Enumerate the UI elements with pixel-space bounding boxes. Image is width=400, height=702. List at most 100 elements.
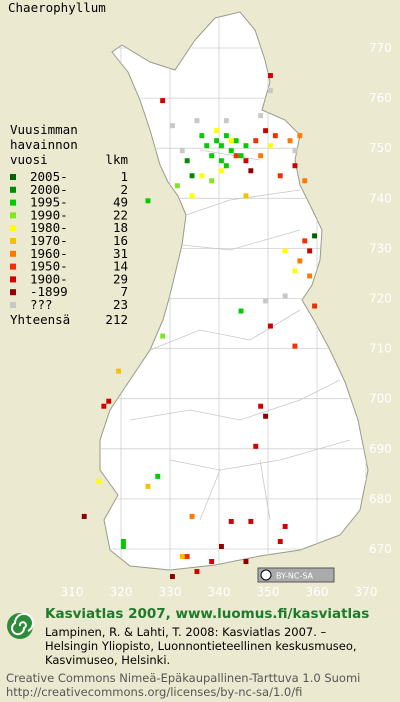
observation-square	[297, 258, 303, 264]
observation-square	[312, 303, 317, 309]
legend-swatch	[10, 238, 16, 244]
observation-square	[228, 148, 234, 154]
legend-label: -1899	[30, 284, 68, 299]
y-tick-label: 710	[369, 342, 392, 356]
logo-spiral	[11, 612, 34, 636]
legend-count: 23	[113, 297, 128, 312]
observation-square	[258, 403, 264, 409]
observation-square	[170, 574, 175, 580]
observation-square	[189, 193, 195, 199]
legend-swatch	[10, 174, 16, 180]
legend-swatch	[10, 276, 16, 283]
observation-square	[214, 128, 219, 134]
observation-square	[282, 523, 288, 529]
legend-swatch	[10, 186, 16, 193]
legend-label: 1995-	[30, 195, 68, 210]
province-borders	[129, 149, 351, 521]
observation-square	[204, 143, 210, 149]
legend-swatch	[10, 289, 16, 296]
observation-square	[253, 443, 259, 449]
legend-swatch	[10, 263, 16, 270]
observation-square	[302, 238, 308, 244]
observation-square	[145, 198, 151, 204]
legend-label: 1970-	[30, 233, 68, 248]
observation-square	[248, 168, 254, 174]
logo	[7, 612, 34, 639]
observation-square	[179, 148, 185, 154]
legend-label: 1960-	[30, 246, 68, 261]
observation-square	[189, 173, 195, 179]
observation-square	[287, 138, 293, 144]
observation-square	[238, 153, 244, 159]
x-tick-label: 320	[110, 585, 133, 599]
legend-count: 22	[113, 207, 128, 222]
observation-square	[219, 168, 224, 174]
legend-title: Vuusimman	[10, 122, 78, 137]
legend-swatch	[10, 302, 16, 308]
badge-box	[257, 567, 335, 583]
observation-square	[272, 133, 278, 139]
legend-count: 29	[113, 271, 128, 286]
legend-label: 2000-	[30, 182, 68, 197]
y-tick-label: 690	[369, 442, 392, 456]
observation-square	[268, 88, 273, 94]
y-tick-label: 720	[369, 292, 392, 306]
observation-square	[116, 368, 121, 374]
x-tick-label: 310	[61, 585, 84, 599]
observation-square	[189, 513, 195, 519]
observation-square	[223, 118, 229, 124]
observation-square	[263, 298, 268, 304]
legend-label: 1900-	[30, 271, 68, 286]
observation-square	[292, 343, 298, 349]
citation-line: Kasvimuseo, Helsinki.	[45, 653, 170, 667]
legend-swatch	[10, 250, 16, 257]
observation-square	[292, 268, 298, 274]
observation-square	[81, 513, 87, 519]
observation-square	[248, 518, 254, 524]
observation-square	[243, 559, 249, 565]
y-tick-label: 770	[369, 41, 392, 55]
license-line: Creative Commons Nimeä-Epäkaupallinen-Ta…	[6, 671, 360, 685]
observation-square	[199, 173, 205, 179]
observation-square	[209, 153, 215, 159]
observation-square	[219, 143, 224, 149]
observation-square	[268, 143, 273, 149]
observation-square	[194, 118, 200, 124]
legend-swatch	[10, 199, 16, 206]
observation-square	[238, 308, 244, 314]
observation-square	[214, 138, 219, 144]
observation-square	[184, 554, 190, 560]
map-title: Chaerophyllum	[8, 0, 106, 15]
observation-square	[219, 158, 224, 164]
x-tick-label: 370	[355, 585, 378, 599]
observation-square	[170, 123, 175, 129]
y-tick-label: 670	[369, 542, 392, 556]
observation-square	[277, 173, 283, 179]
legend-title: havainnon	[10, 137, 78, 152]
observation-square	[194, 569, 200, 575]
observation-square	[199, 133, 205, 139]
citation-line: Helsingin Yliopisto, Luonnontieteellinen…	[45, 639, 357, 653]
observation-square	[179, 554, 185, 560]
legend-total: 212	[105, 312, 128, 327]
citation-line: Lampinen, R. & Lahti, T. 2008: Kasviatla…	[45, 625, 327, 639]
observation-square	[184, 158, 190, 164]
legend-swatch	[10, 212, 16, 219]
x-tick-label: 350	[257, 585, 280, 599]
observation-square	[263, 128, 268, 134]
legend-swatch	[10, 225, 16, 232]
observation-square	[209, 559, 215, 565]
y-tick-label: 700	[369, 392, 392, 406]
observation-square	[160, 98, 166, 104]
x-tick-label: 360	[306, 585, 329, 599]
observation-square	[243, 193, 249, 199]
observation-square	[121, 538, 126, 544]
observation-square	[145, 483, 151, 489]
legend-count: 14	[113, 259, 128, 274]
observation-square	[307, 273, 313, 279]
observation-square	[101, 403, 107, 409]
observation-square	[223, 163, 229, 169]
cc-badge: BY-NC-SA	[257, 567, 335, 583]
